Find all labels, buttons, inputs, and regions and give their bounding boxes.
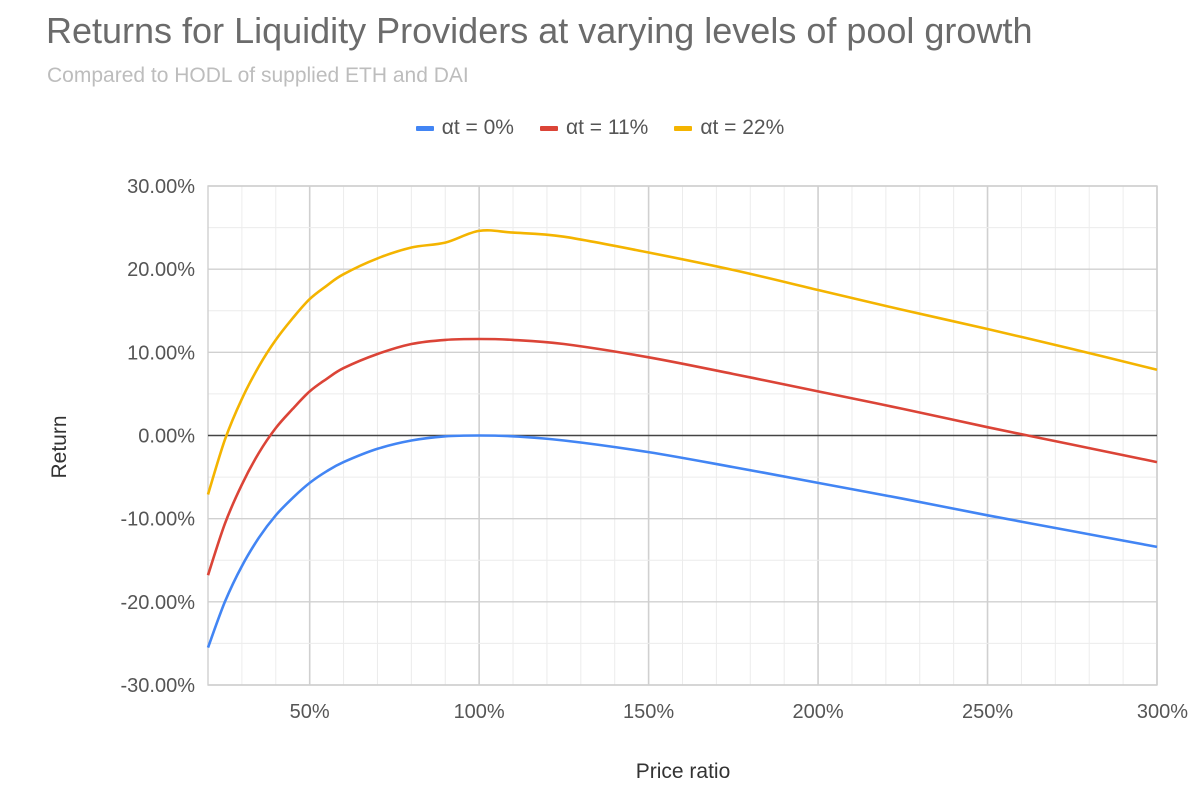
x-tick-label: 300% [1137, 701, 1188, 723]
chart-subtitle: Compared to HODL of supplied ETH and DAI [47, 64, 469, 87]
legend-label-series-2: αt = 22% [700, 116, 785, 139]
x-tick-label: 200% [792, 701, 843, 723]
legend-swatch-series-0 [415, 125, 434, 131]
legend-item-series-2[interactable]: αt = 22% [674, 116, 784, 140]
y-tick-label: -20.00% [121, 592, 196, 614]
y-tick-label: -10.00% [121, 509, 196, 531]
x-tick-label: 50% [290, 701, 330, 723]
y-tick-label: -30.00% [121, 675, 196, 697]
y-tick-label: 20.00% [127, 259, 195, 281]
y-tick-label: 0.00% [138, 426, 195, 448]
y-tick-label: 10.00% [127, 342, 195, 364]
legend-swatch-series-2 [674, 125, 693, 131]
legend-item-series-1[interactable]: αt = 11% [539, 116, 649, 140]
x-tick-label: 100% [454, 701, 505, 723]
x-axis-title: Price ratio [636, 760, 731, 783]
legend-label-series-0: αt = 0% [441, 116, 514, 139]
x-tick-label: 150% [623, 701, 674, 723]
series-line-2 [206, 229, 1158, 495]
legend-item-series-0[interactable]: αt = 0% [415, 116, 514, 140]
x-tick-label: 250% [962, 701, 1013, 723]
chart-title: Returns for Liquidity Providers at varyi… [46, 10, 1033, 51]
legend: αt = 0% αt = 11% αt = 22% [0, 116, 1200, 140]
series-line-0 [206, 434, 1158, 649]
legend-label-series-1: αt = 11% [565, 116, 649, 139]
series-line-1 [206, 337, 1158, 576]
y-tick-label: 30.00% [127, 176, 195, 198]
y-axis-title: Return [48, 415, 71, 478]
legend-swatch-series-1 [539, 125, 558, 131]
